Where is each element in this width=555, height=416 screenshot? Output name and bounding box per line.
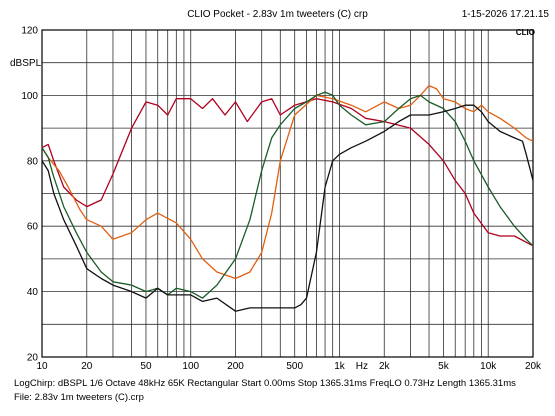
brand-logo: CLIO bbox=[515, 28, 535, 37]
series-line-2 bbox=[41, 84, 534, 280]
x-tick-label: 200 bbox=[227, 361, 244, 372]
x-tick-label: 50 bbox=[140, 361, 152, 372]
file-name: File: 2.83v 1m tweeters (C).crp bbox=[14, 392, 144, 403]
x-tick-label: 2k bbox=[379, 361, 391, 372]
x-tick-label: 5k bbox=[438, 361, 450, 372]
y-tick-label: 60 bbox=[27, 222, 39, 233]
x-tick-label: 20k bbox=[525, 361, 542, 372]
y-tick-label: 120 bbox=[21, 26, 38, 37]
y-tick-label: 100 bbox=[21, 91, 38, 102]
x-tick-label: 500 bbox=[286, 361, 303, 372]
measurement-info: LogChirp: dBSPL 1/6 Octave 48kHz 65K Rec… bbox=[14, 378, 516, 389]
x-tick-label: 10k bbox=[480, 361, 497, 372]
x-tick-label: 1k bbox=[334, 361, 346, 372]
series-line-4 bbox=[41, 104, 534, 312]
x-tick-label: Hz bbox=[356, 361, 368, 372]
y-axis-label: dBSPL bbox=[10, 58, 42, 69]
series-line-1 bbox=[41, 98, 534, 247]
x-tick-label: 10 bbox=[36, 361, 48, 372]
timestamp: 1-15-2026 17.21.15 bbox=[461, 9, 549, 20]
y-tick-label: 20 bbox=[27, 353, 39, 364]
y-tick-label: 40 bbox=[27, 287, 39, 298]
chart-title: CLIO Pocket - 2.83v 1m tweeters (C) crp bbox=[187, 9, 368, 20]
x-tick-label: 100 bbox=[182, 361, 199, 372]
series-line-3 bbox=[41, 91, 534, 299]
y-tick-label: 80 bbox=[27, 156, 39, 167]
x-tick-label: 20 bbox=[81, 361, 93, 372]
plot-frame bbox=[41, 29, 534, 358]
